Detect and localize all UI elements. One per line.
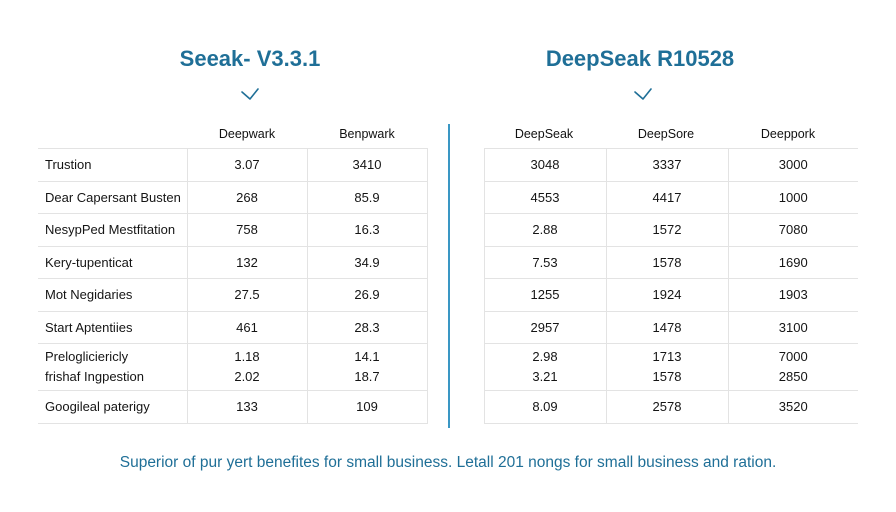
table-cell: 4417 bbox=[605, 180, 728, 214]
column-header: DeepSeak bbox=[514, 127, 574, 141]
table-cell: 3520 bbox=[727, 390, 858, 424]
left-model-title: Seeak- V3.3.1 bbox=[179, 46, 321, 71]
row-label-line: frishaf Ingpestion bbox=[45, 369, 145, 384]
table-cell: 2.88 bbox=[483, 213, 606, 247]
table-cell: 3000 bbox=[727, 148, 858, 182]
section-divider bbox=[448, 124, 450, 428]
table-cell: 1478 bbox=[605, 310, 728, 344]
table-cell: 1000 bbox=[727, 180, 858, 214]
cell-line: 2.02 bbox=[234, 369, 260, 384]
table-cell: 3410 bbox=[306, 148, 427, 182]
table-cell: 1713 1578 bbox=[605, 343, 728, 391]
table-row: Googileal paterigy 133 109 8.09 2578 352… bbox=[38, 390, 858, 424]
table-cell: 3048 bbox=[483, 148, 606, 182]
table-cell: 1.18 2.02 bbox=[186, 343, 307, 391]
table-cell: 1578 bbox=[605, 245, 728, 279]
column-header: Deepwark bbox=[218, 127, 276, 141]
table-cell: 1903 bbox=[727, 278, 858, 312]
row-label: Mot Negidaries bbox=[38, 278, 187, 312]
row-label: Dear Capersant Busten bbox=[38, 180, 187, 214]
column-gap bbox=[426, 246, 484, 279]
table-cell: 16.3 bbox=[306, 213, 427, 247]
table-cell: 3100 bbox=[727, 310, 858, 344]
column-header-row: Deepwark Benpwark DeepSeak DeepSore Deep… bbox=[0, 124, 896, 148]
cell-line: 1713 bbox=[652, 349, 682, 364]
row-label: Trustion bbox=[38, 148, 187, 182]
table-cell: 1255 bbox=[483, 278, 606, 312]
checkmark-icon bbox=[632, 84, 654, 104]
table-cell: 7.53 bbox=[483, 245, 606, 279]
column-gap bbox=[426, 213, 484, 246]
column-header: Deeppork bbox=[760, 127, 816, 141]
table-cell: 2.98 3.21 bbox=[483, 343, 606, 391]
cell-line: 1.18 bbox=[234, 349, 260, 364]
column-gap bbox=[426, 278, 484, 311]
column-gap bbox=[426, 390, 484, 423]
table-cell: 7080 bbox=[727, 213, 858, 247]
table-row: Start Aptentiies 461 28.3 2957 1478 3100 bbox=[38, 310, 858, 344]
column-gap bbox=[426, 181, 484, 214]
column-header: DeepSore bbox=[637, 127, 695, 141]
column-gap bbox=[426, 343, 484, 391]
row-label: Googileal paterigy bbox=[38, 390, 187, 424]
table-cell: 34.9 bbox=[306, 245, 427, 279]
table-row: Dear Capersant Busten 268 85.9 4553 4417… bbox=[38, 180, 858, 214]
table-cell: 133 bbox=[186, 390, 307, 424]
cell-line: 14.1 bbox=[354, 349, 380, 364]
cell-line: 18.7 bbox=[354, 369, 380, 384]
table-cell: 3337 bbox=[605, 148, 728, 182]
column-gap bbox=[426, 148, 484, 181]
table-row: Prelogliciericly frishaf Ingpestion 1.18… bbox=[38, 343, 858, 391]
table-cell: 461 bbox=[186, 310, 307, 344]
cell-line: 2850 bbox=[778, 369, 808, 384]
table-cell: 7000 2850 bbox=[727, 343, 858, 391]
table-cell: 8.09 bbox=[483, 390, 606, 424]
row-label: Kery-tupenticat bbox=[38, 245, 187, 279]
checkmark-icon bbox=[239, 84, 261, 104]
table-cell: 1924 bbox=[605, 278, 728, 312]
table-cell: 14.1 18.7 bbox=[306, 343, 427, 391]
table-cell: 3.07 bbox=[186, 148, 307, 182]
row-label-line: Prelogliciericly bbox=[45, 349, 129, 364]
table-cell: 2578 bbox=[605, 390, 728, 424]
table-cell: 758 bbox=[186, 213, 307, 247]
table-cell: 2957 bbox=[483, 310, 606, 344]
table-cell: 26.9 bbox=[306, 278, 427, 312]
table-cell: 268 bbox=[186, 180, 307, 214]
table-row: Trustion 3.07 3410 3048 3337 3000 bbox=[38, 148, 858, 182]
cell-line: 1578 bbox=[652, 369, 682, 384]
benchmark-table: Trustion 3.07 3410 3048 3337 3000 Dear C… bbox=[38, 148, 858, 424]
table-cell: 85.9 bbox=[306, 180, 427, 214]
table-cell: 27.5 bbox=[186, 278, 307, 312]
row-label: Start Aptentiies bbox=[38, 310, 187, 344]
table-cell: 1572 bbox=[605, 213, 728, 247]
table-row: Kery-tupenticat 132 34.9 7.53 1578 1690 bbox=[38, 245, 858, 279]
row-label: Prelogliciericly frishaf Ingpestion bbox=[38, 343, 187, 391]
table-row: NesypPed Mestfitation 758 16.3 2.88 1572… bbox=[38, 213, 858, 247]
table-cell: 132 bbox=[186, 245, 307, 279]
table-cell: 109 bbox=[306, 390, 427, 424]
table-cell: 28.3 bbox=[306, 310, 427, 344]
cell-line: 3.21 bbox=[532, 369, 558, 384]
footer-caption: Superior of pur yert benefites for small… bbox=[119, 454, 777, 471]
table-cell: 4553 bbox=[483, 180, 606, 214]
column-gap bbox=[426, 311, 484, 344]
row-label: NesypPed Mestfitation bbox=[38, 213, 187, 247]
cell-line: 7000 bbox=[778, 349, 808, 364]
table-row: Mot Negidaries 27.5 26.9 1255 1924 1903 bbox=[38, 278, 858, 312]
column-header: Benpwark bbox=[339, 127, 395, 141]
cell-line: 2.98 bbox=[532, 349, 558, 364]
table-cell: 1690 bbox=[727, 245, 858, 279]
right-model-title: DeepSeak R10528 bbox=[545, 46, 735, 71]
